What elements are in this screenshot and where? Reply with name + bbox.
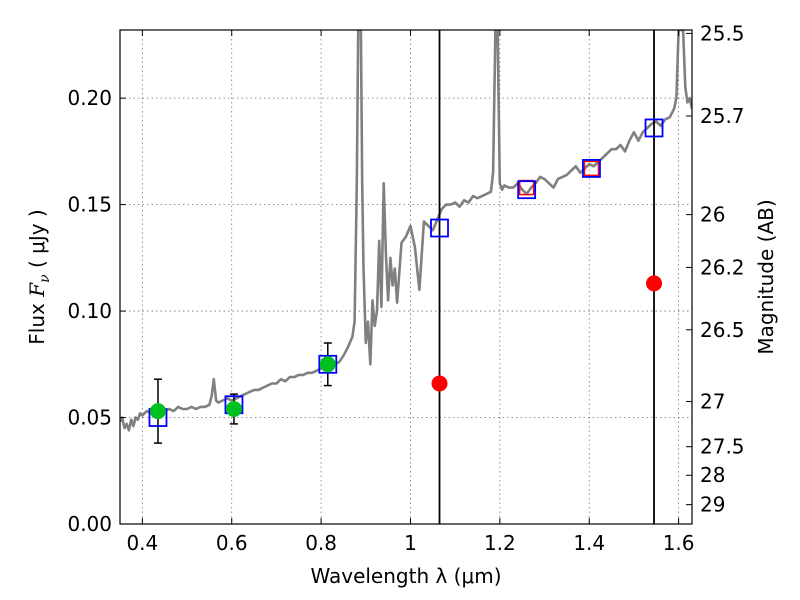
y-axis-label-symbol: F [25,282,49,298]
y2-tick-label: 25.5 [700,21,745,45]
y2-tick-label: 26.5 [700,318,745,342]
x-tick-label: 1.2 [484,531,516,555]
x-tick-label: 1.4 [573,531,605,555]
y-tick-label: 0.00 [67,512,112,536]
green-point [319,356,336,373]
red-square-marker [583,160,600,177]
y-axis-label-subscript: ν [37,274,53,283]
y2-tick-label: 27 [700,390,725,414]
ticks: 0.4 0.6 0.8 1 1.2 1.4 1.6 0.00 0.05 0.10 0.15 0.20 2… [67,21,744,555]
y2-tick-label: 27.5 [700,435,745,459]
red-point [646,275,663,292]
y-tick-label: 0.20 [67,86,112,110]
red-point [431,375,448,392]
y-tick-label: 0.10 [67,299,112,323]
x-tick-label: 1 [404,531,417,555]
plot-background [120,30,692,524]
green-point [225,401,242,418]
y2-tick-label: 26 [700,203,725,227]
y2-tick-label: 25.7 [700,104,745,128]
x-tick-label: 1.6 [663,531,695,555]
x-tick-label: 0.4 [126,531,158,555]
blue-square-marker [318,354,338,374]
y-axis-label-pre: Flux [25,297,49,345]
plot-area [120,30,692,524]
blue-square-marker [644,118,664,138]
y2-tick-label: 28 [700,463,725,487]
green-point [149,403,166,420]
y2-tick-label: 26.2 [700,255,745,279]
blue-square-marker [517,180,537,200]
y2-tick-label: 29 [700,493,725,517]
plot-frame [119,29,693,525]
y-tick-label: 0.15 [67,193,112,217]
x-tick-label: 0.6 [216,531,248,555]
y-tick-label: 0.05 [67,406,112,430]
x-axis-label: Wavelength λ (μm) [310,564,501,588]
y2-axis-label: Magnitude (AB) [754,199,778,354]
x-tick-label: 0.8 [305,531,337,555]
blue-square-marker [430,218,449,238]
y-axis-label-post: ( μJy ) [25,209,49,274]
y-axis-label: Flux Fν ( μJy ) [25,209,53,344]
spectrum-line [120,30,692,432]
blue-square-marker [582,159,601,178]
